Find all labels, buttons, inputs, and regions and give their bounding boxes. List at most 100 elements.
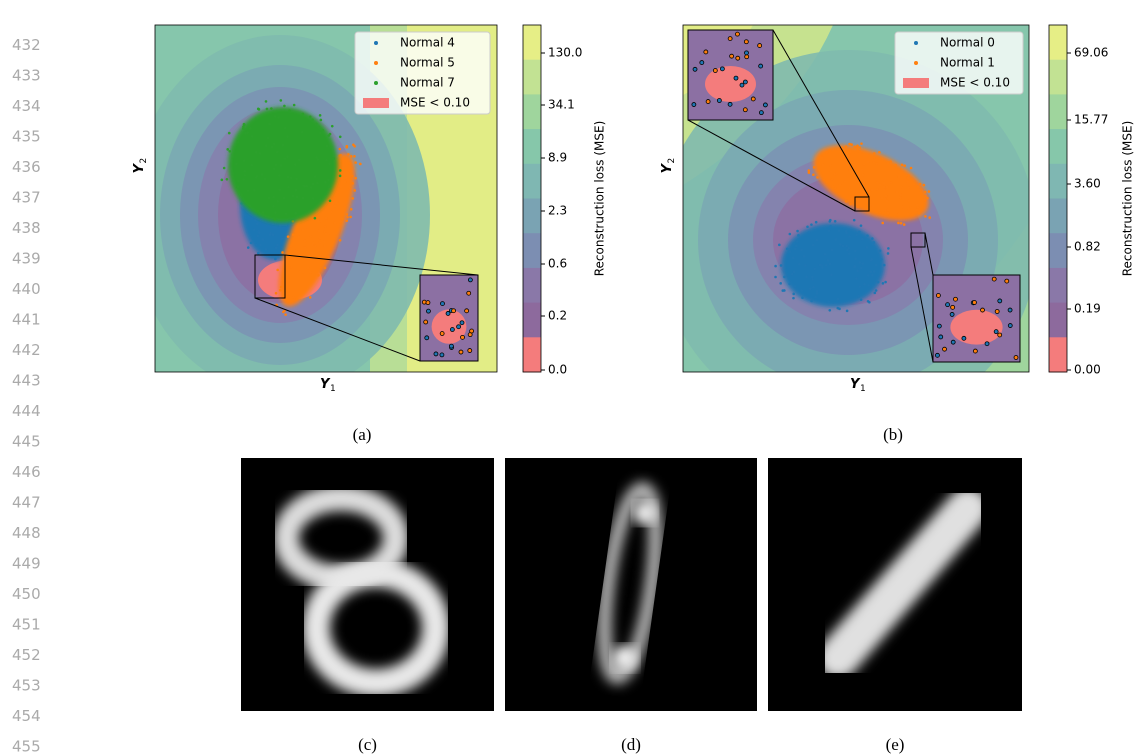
scatter-point [887,209,890,212]
scatter-point [244,174,247,177]
scatter-point [876,188,879,191]
scatter-point [798,263,801,266]
scatter-point [792,297,795,300]
scatter-point [257,252,260,255]
scatter-point [856,160,859,163]
scatter-point [873,152,876,155]
line-number: 440 [12,280,41,298]
scatter-point [845,230,848,233]
inset-point [751,97,755,101]
scatter-point [285,212,288,215]
colorbar-tick-label: 0.00 [1074,363,1101,377]
scatter-point [274,163,277,166]
scatter-point [283,157,286,160]
scatter-point [928,216,931,219]
scatter-point [848,186,851,189]
scatter-point [352,143,355,146]
scatter-point [849,169,852,172]
scatter-point [879,249,882,252]
scatter-point [324,181,327,184]
scatter-point [226,148,229,151]
colorbar-band [523,25,541,60]
legend-marker [374,61,378,65]
scatter-point [286,135,289,138]
x-axis-subscript: 1 [330,384,336,394]
scatter-point [863,163,866,166]
scatter-point [287,176,290,179]
scatter-point [924,215,927,218]
scatter-point [323,240,326,243]
scatter-point [249,205,252,208]
scatter-point [255,244,258,247]
colorbar-tick-label: 0.82 [1074,240,1101,254]
scatter-point [242,178,245,181]
scatter-point [846,310,849,313]
scatter-point [347,153,350,156]
scatter-point [827,259,830,262]
inset-point [937,324,941,328]
scatter-point [306,226,309,229]
line-number: 451 [12,616,41,634]
scatter-point [780,264,783,267]
scatter-point [805,275,808,278]
scatter-point [354,161,357,164]
scatter-point [797,234,800,237]
scatter-point [883,186,886,189]
scatter-point [814,296,817,299]
scatter-point [857,180,860,183]
scatter-point [859,150,862,153]
scatter-point [228,132,231,135]
scatter-point [815,221,818,224]
scatter-point [309,296,312,299]
scatter-point [298,159,301,162]
line-number: 447 [12,494,41,512]
scatter-point [881,222,884,225]
scatter-point [812,173,815,176]
legend-label: MSE < 0.10 [940,76,1010,90]
scatter-point [256,223,259,226]
colorbar-band [1049,94,1067,129]
scatter-point [862,262,865,265]
digit-image [241,458,494,711]
scatter-point [848,235,851,238]
scatter-point [857,295,860,298]
colorbar-band [523,94,541,129]
inset-point [998,299,1002,303]
inset-point [998,333,1002,337]
scatter-point [829,225,832,228]
scatter-point [323,245,326,248]
scatter-point [887,252,890,255]
scatter-point [282,144,285,147]
inset-point [700,61,704,65]
scatter-point [919,183,922,186]
scatter-point [821,156,824,159]
colorbar-band [523,129,541,164]
scatter-point [334,222,337,225]
scatter-point [845,245,848,248]
scatter-point [283,197,286,200]
scatter-point [247,189,250,192]
colorbar-tick-label: 0.6 [548,257,567,271]
scatter-point [867,161,870,164]
scatter-point [318,241,321,244]
inset-point [759,111,763,115]
caption: (a) [353,425,372,444]
scatter-point [237,180,240,183]
scatter-point [811,276,814,279]
inset-low-loss [705,66,756,102]
scatter-point [794,285,797,288]
scatter-point [351,182,354,185]
scatter-point [267,137,270,140]
scatter-point [316,182,319,185]
scatter-point [223,167,226,170]
inset-point [962,336,966,340]
scatter-point [879,184,882,187]
inset-point [735,32,739,36]
scatter-point [899,193,902,196]
inset-point [939,335,943,339]
colorbar-band [1049,268,1067,303]
scatter-point [256,235,259,238]
inset-point [744,51,748,55]
scatter-point [332,157,335,160]
scatter-point [253,228,256,231]
